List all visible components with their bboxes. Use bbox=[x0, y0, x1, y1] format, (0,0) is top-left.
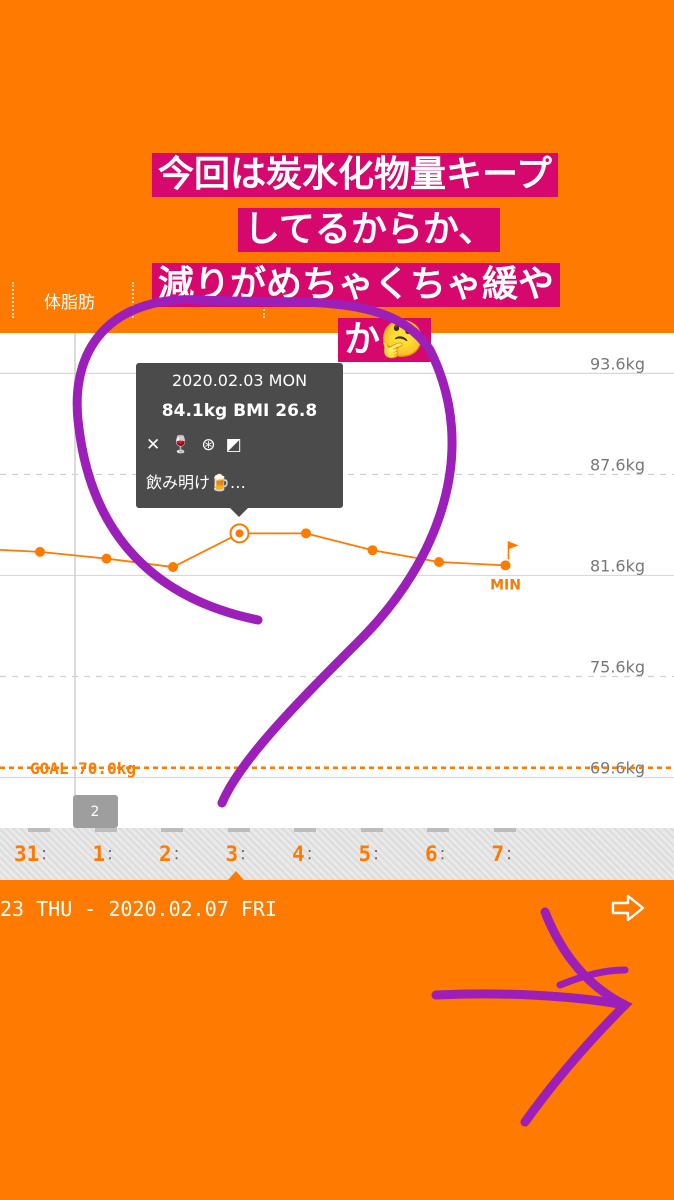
tab-divider bbox=[132, 282, 134, 318]
data-point[interactable] bbox=[500, 560, 511, 571]
exercise-icon: ◩ bbox=[225, 435, 246, 455]
caption-line-1: 今回は炭水化物量キープ bbox=[152, 153, 558, 197]
day-record-dots: ⁚ bbox=[42, 848, 47, 862]
day-tick bbox=[161, 828, 183, 832]
day-31[interactable]: 31 ⁚ bbox=[14, 842, 46, 866]
day-1[interactable]: 1 ⁚ bbox=[93, 842, 112, 866]
data-tooltip: 2020.02.03 MON 84.1kg BMI 26.8 ✕ 🍷 ⊛ ◩ 飲み明け… bbox=[136, 363, 343, 517]
next-arrow-icon[interactable] bbox=[610, 893, 646, 923]
day-number: 1 bbox=[92, 842, 106, 866]
selected-day-caret bbox=[228, 871, 244, 880]
weight-series-line bbox=[0, 532, 506, 568]
min-label: MIN bbox=[490, 577, 521, 593]
day-record-dots: ⁚ bbox=[307, 848, 312, 862]
goal-label: GOAL 70.0kg bbox=[30, 759, 136, 778]
flag-icon-pennant bbox=[508, 541, 519, 550]
day-number: 31 bbox=[14, 842, 40, 866]
y-tick-label: 81.6kg bbox=[590, 556, 645, 575]
day-record-dots: ⁚ bbox=[174, 848, 179, 862]
data-point[interactable] bbox=[301, 528, 311, 539]
day-number: 3 bbox=[225, 842, 239, 866]
data-point[interactable] bbox=[434, 556, 444, 567]
y-tick-label: 75.6kg bbox=[590, 657, 645, 676]
tooltip-icons: ✕ 🍷 ⊛ ◩ bbox=[146, 435, 252, 455]
day-3[interactable]: 3 ⁚ bbox=[226, 842, 245, 866]
wine-glass-icon: 🍷 bbox=[170, 435, 196, 455]
day-tick bbox=[28, 828, 50, 832]
day-4[interactable]: 4 ⁚ bbox=[292, 842, 311, 866]
y-tick-label: 87.6kg bbox=[590, 455, 645, 474]
tooltip-weight-bmi: 84.1kg BMI 26.8 bbox=[161, 401, 318, 421]
scribble-arrow-tick bbox=[556, 966, 629, 989]
day-5[interactable]: 5 ⁚ bbox=[359, 842, 378, 866]
day-tick bbox=[360, 828, 383, 832]
tooltip-date: 2020.02.03 MON bbox=[171, 371, 308, 390]
day-number: 7 bbox=[491, 842, 505, 866]
data-point[interactable] bbox=[367, 545, 378, 556]
caption-line-2: してるからか、 bbox=[238, 208, 501, 252]
day-tick bbox=[94, 828, 117, 832]
data-point[interactable] bbox=[101, 553, 112, 564]
day-2[interactable]: 2 ⁚ bbox=[159, 842, 178, 866]
caption-line-4: か🤔 bbox=[338, 318, 431, 362]
day-record-dots: ⁚ bbox=[507, 848, 511, 862]
week-badge-label: 2 bbox=[91, 804, 100, 820]
tooltip-memo: 飲み明け🍺… bbox=[146, 473, 246, 492]
tab-divider bbox=[12, 282, 14, 318]
data-point[interactable] bbox=[35, 546, 45, 557]
y-tick-label: 93.6kg bbox=[590, 354, 645, 373]
day-record-dots: ⁚ bbox=[440, 848, 445, 862]
date-range: 23 THU - 2020.02.07 FRI bbox=[0, 897, 277, 921]
day-tick bbox=[227, 828, 250, 832]
y-tick-label: 69.6kg bbox=[590, 758, 645, 777]
day-record-dots: ⁚ bbox=[241, 848, 245, 862]
date-strip[interactable]: 31 ⁚ 1 ⁚ 2 ⁚ 3 ⁚ 4 ⁚ 5 ⁚ 6 ⁚ 7 ⁚ bbox=[0, 828, 674, 880]
fork-knife-icon: ✕ bbox=[146, 435, 165, 455]
day-number: 2 bbox=[159, 842, 172, 866]
day-7[interactable]: 7 ⁚ bbox=[492, 842, 511, 866]
scribble-arrow-head bbox=[520, 907, 633, 1127]
pill-icon: ⊛ bbox=[201, 435, 220, 455]
selected-data-point[interactable] bbox=[235, 529, 244, 538]
day-number: 5 bbox=[358, 842, 372, 866]
tab-body-fat[interactable]: 体脂肪 bbox=[44, 293, 95, 313]
day-tick bbox=[493, 828, 516, 832]
day-number: 6 bbox=[425, 842, 438, 866]
data-point[interactable] bbox=[168, 562, 178, 573]
day-tick bbox=[294, 828, 316, 832]
day-number: 4 bbox=[292, 842, 305, 866]
day-record-dots: ⁚ bbox=[374, 848, 378, 862]
day-6[interactable]: 6 ⁚ bbox=[425, 842, 444, 866]
day-record-dots: ⁚ bbox=[108, 848, 112, 862]
scribble-arrow-shaft bbox=[431, 989, 630, 1010]
caption-line-3: 減りがめちゃくちゃ緩や bbox=[152, 263, 561, 307]
day-tick bbox=[427, 828, 449, 832]
